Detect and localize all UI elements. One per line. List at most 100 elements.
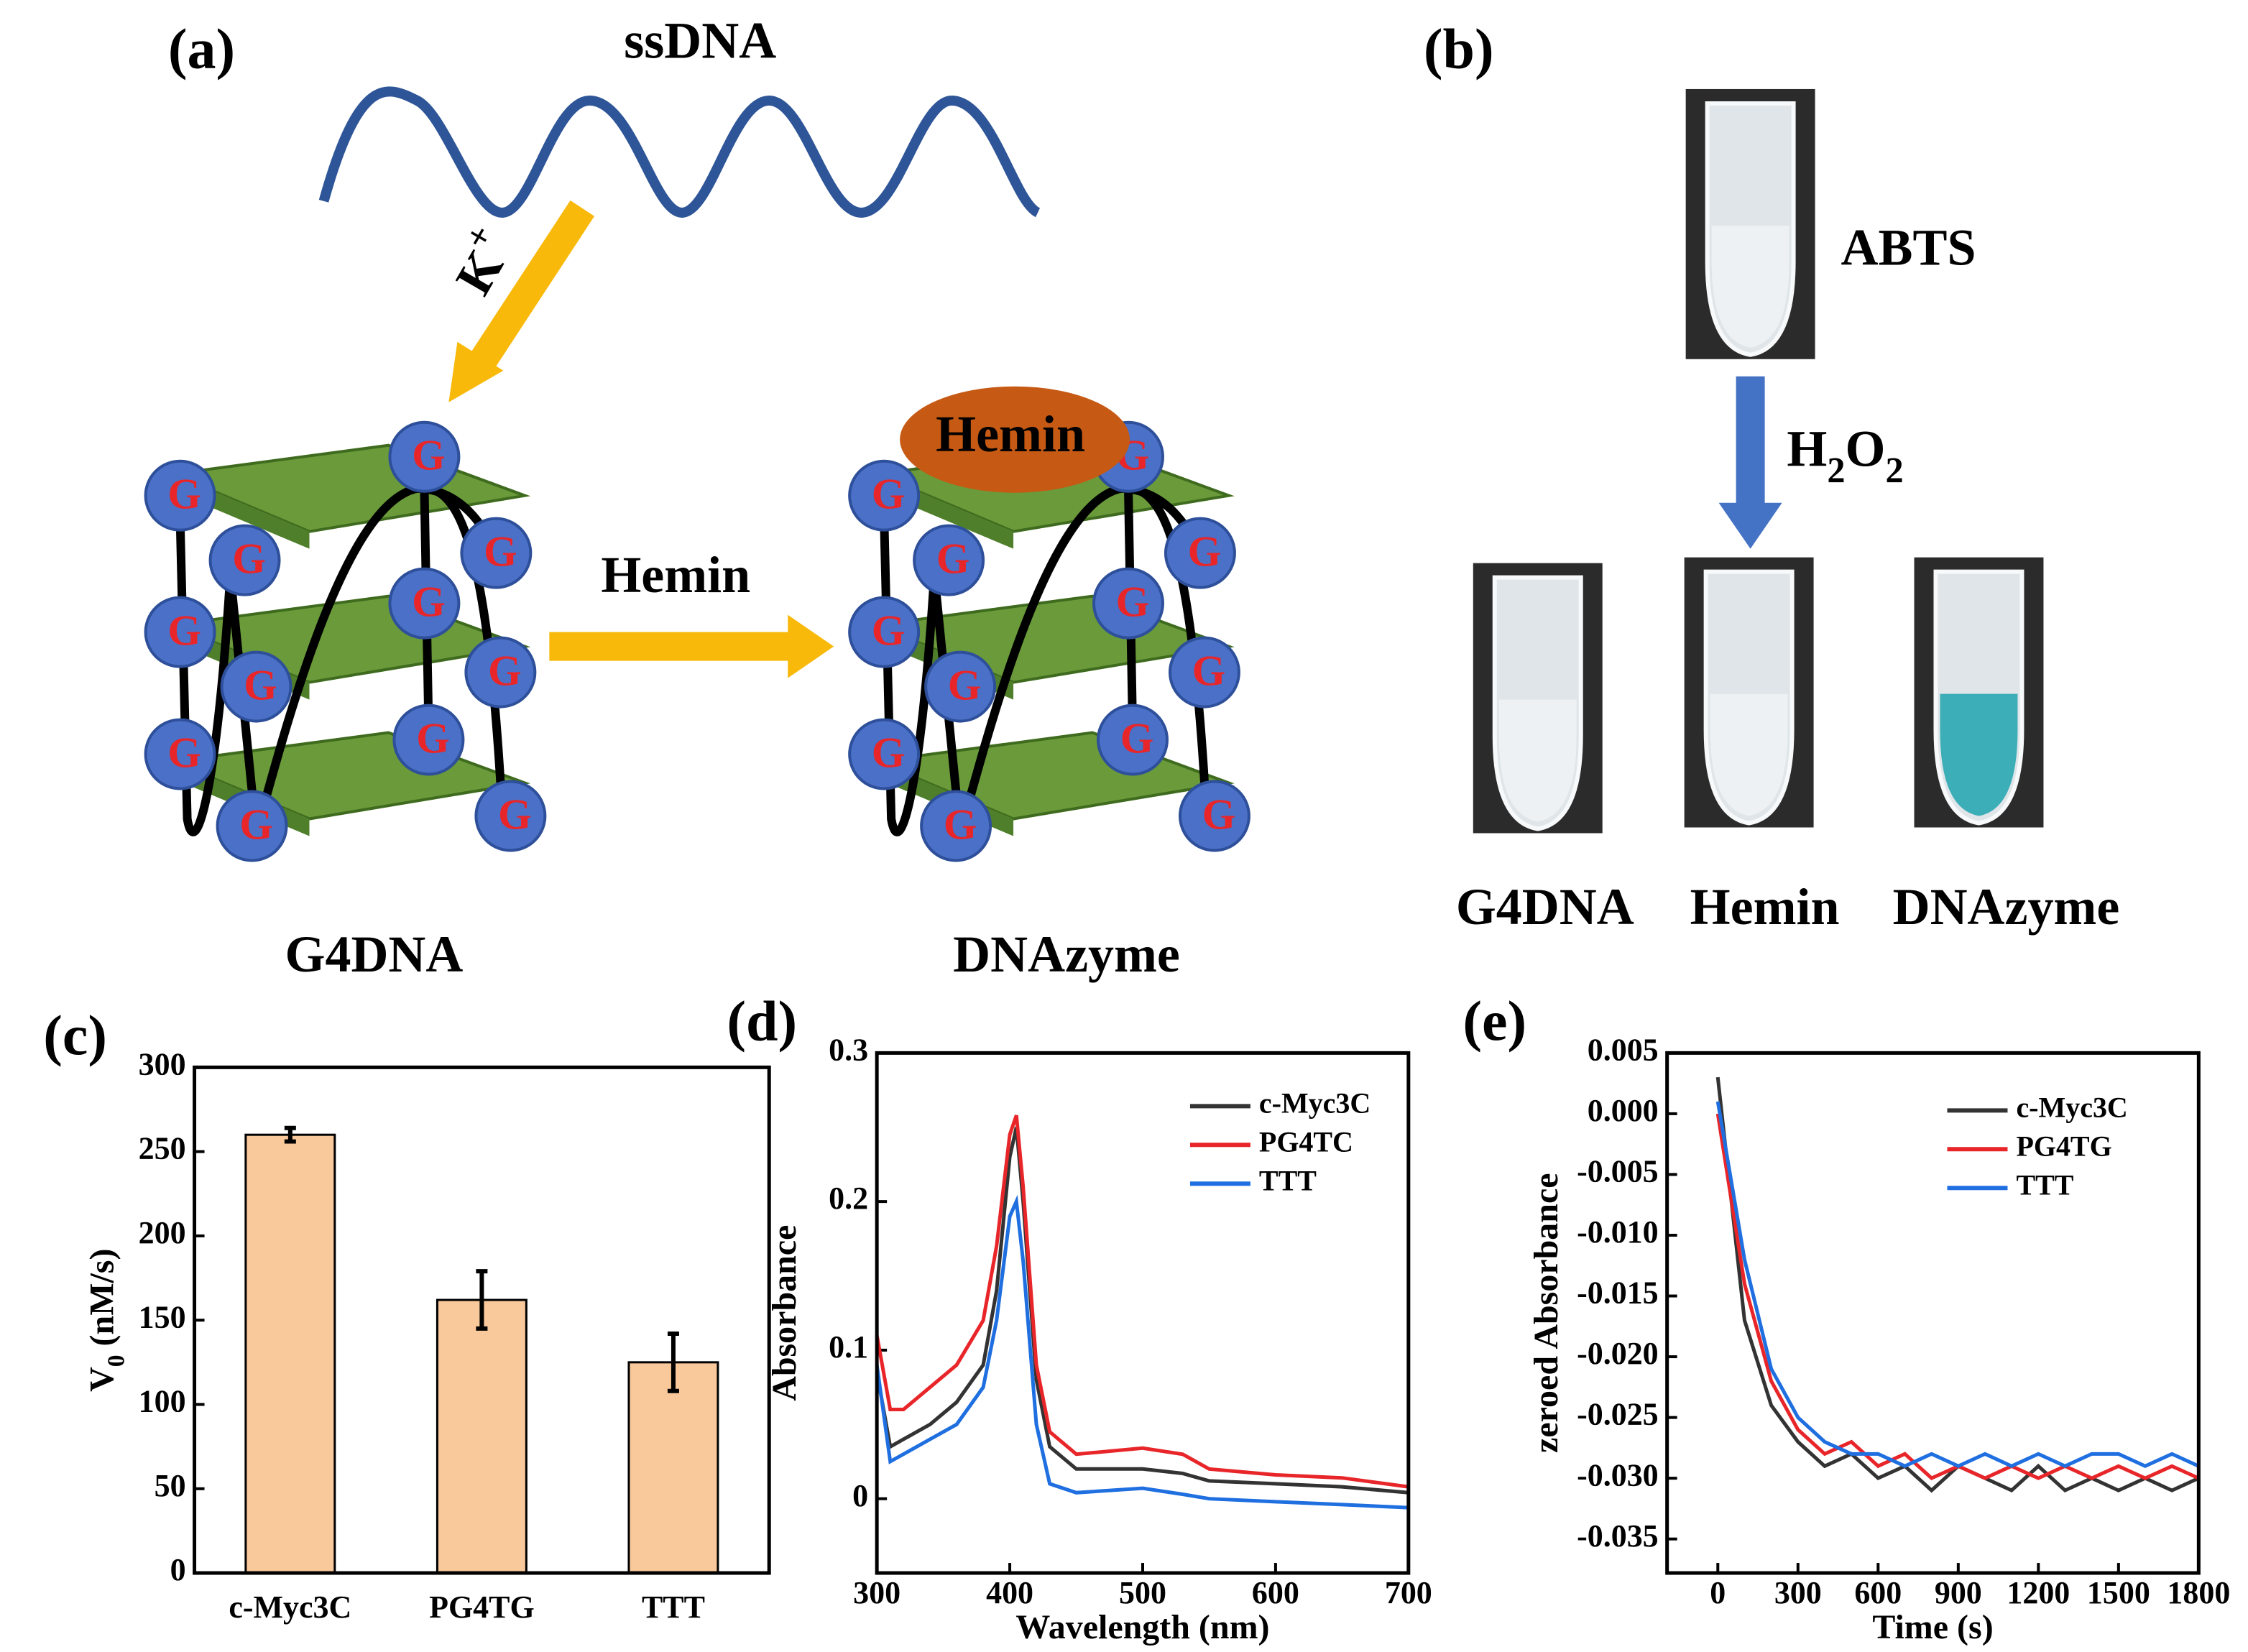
- g-letter: G: [872, 606, 906, 654]
- y-tick-label: -0.015: [1577, 1275, 1659, 1311]
- arrow-head: [448, 341, 504, 402]
- g-letter: G: [167, 606, 201, 654]
- g-letter: G: [1202, 790, 1236, 838]
- liquid: [1710, 693, 1788, 816]
- g-base: [848, 718, 921, 790]
- g-base: [144, 718, 216, 790]
- g-base: [216, 790, 288, 862]
- y-tick-label: -0.030: [1577, 1457, 1659, 1492]
- liquid: [1711, 225, 1789, 348]
- y-tick-label: -0.020: [1577, 1336, 1659, 1371]
- g-base: [1168, 636, 1240, 709]
- y-axis-label: V0 (nM/s): [83, 1249, 130, 1392]
- g-letter: G: [412, 578, 446, 625]
- legend-label: c-Myc3C: [1259, 1087, 1371, 1120]
- x-tick-label: 500: [1119, 1575, 1166, 1610]
- g-base: [392, 703, 465, 776]
- g-letter: G: [412, 431, 446, 479]
- g-base: [848, 596, 921, 668]
- bar: [436, 1298, 528, 1574]
- g-letter: G: [1188, 527, 1222, 575]
- y-axis-label: Absorbance: [765, 1225, 803, 1401]
- x-axis-label: Wavelength (nm): [1015, 1608, 1269, 1646]
- g-base: [220, 650, 292, 723]
- y-tick-label: 100: [139, 1384, 186, 1419]
- g-letter: G: [1120, 714, 1154, 762]
- g-base: [1092, 567, 1164, 640]
- y-tick-label: 0.000: [1588, 1093, 1659, 1128]
- series-line: [1715, 1113, 2200, 1481]
- legend-label: c-Myc3C: [2016, 1091, 2127, 1123]
- x-tick-label: 300: [853, 1575, 900, 1610]
- x-tick-label: 1500: [2087, 1575, 2150, 1610]
- y-tick-label: 200: [139, 1215, 186, 1250]
- g-letter: G: [488, 647, 522, 694]
- g-letter: G: [167, 729, 201, 776]
- series-line: [875, 1194, 1409, 1510]
- tube-label: Hemin: [1690, 878, 1840, 936]
- x-tick-label: 1800: [2167, 1575, 2230, 1610]
- g-letter: G: [416, 714, 450, 762]
- g-base: [464, 636, 537, 709]
- arrow-head: [788, 614, 834, 678]
- y-tick-label: 150: [139, 1299, 186, 1334]
- legend-label: PG4TC: [1259, 1125, 1353, 1158]
- g-letter: G: [498, 790, 532, 838]
- series-line: [1715, 1076, 2200, 1493]
- x-tick-label: TTT: [642, 1589, 705, 1625]
- panel-label: (a): [168, 17, 235, 80]
- hemin-oval: [900, 386, 1130, 493]
- g-letter: G: [239, 800, 273, 848]
- abts-label: ABTS: [1841, 218, 1976, 276]
- g-base: [920, 790, 992, 862]
- h2o2-label: H2O2: [1787, 420, 1903, 490]
- legend-label: PG4TG: [2016, 1130, 2111, 1162]
- g-base: [460, 517, 533, 589]
- series-line: [1715, 1101, 2200, 1469]
- error-bar: [284, 1125, 296, 1144]
- x-tick-label: 0: [1710, 1575, 1726, 1610]
- g-letter: G: [872, 470, 906, 517]
- g-base: [1097, 703, 1169, 776]
- g-base: [848, 459, 921, 532]
- g-letter: G: [1192, 647, 1226, 694]
- g-base: [924, 650, 997, 723]
- y-tick-label: 300: [139, 1046, 186, 1081]
- g-letter: G: [232, 535, 266, 582]
- g-letter: G: [484, 527, 517, 575]
- liquid: [1498, 699, 1577, 822]
- g-letter: G: [944, 800, 977, 848]
- panel-label: (c): [43, 1005, 107, 1068]
- arrow-head: [1718, 502, 1782, 549]
- g4dna-label: G4DNA: [285, 926, 464, 983]
- hemin-oval-label: Hemin: [936, 405, 1085, 463]
- panel-label: (d): [727, 990, 797, 1053]
- ssdna-wave: [318, 86, 1041, 218]
- series-line: [875, 1127, 1409, 1495]
- y-tick-label: 250: [139, 1131, 186, 1166]
- series-line: [875, 1115, 1409, 1489]
- x-tick-label: 600: [1252, 1575, 1299, 1610]
- legend-label: TTT: [1259, 1164, 1317, 1196]
- g-base: [1164, 517, 1236, 589]
- y-tick-label: -0.035: [1577, 1518, 1659, 1554]
- x-tick-label: PG4TG: [429, 1589, 535, 1625]
- hemin-arrow-label: Hemin: [601, 546, 750, 604]
- liquid: [1940, 693, 2018, 816]
- x-tick-label: 400: [986, 1575, 1033, 1610]
- g-letter: G: [936, 535, 970, 582]
- g-base: [474, 780, 547, 852]
- y-tick-label: 0.2: [829, 1181, 868, 1216]
- y-tick-label: 0.005: [1588, 1032, 1659, 1067]
- panel-label: (b): [1424, 17, 1494, 80]
- g-letter: G: [244, 661, 277, 709]
- y-tick-label: 0: [852, 1478, 868, 1513]
- y-tick-label: -0.010: [1577, 1214, 1659, 1250]
- g-letter: G: [872, 729, 906, 776]
- unused: [1, 0, 470, 256]
- x-tick-label: 700: [1385, 1575, 1432, 1610]
- g-base: [388, 420, 461, 493]
- bar: [627, 1361, 719, 1574]
- error-bar: [476, 1269, 488, 1331]
- g-letter: G: [167, 470, 201, 517]
